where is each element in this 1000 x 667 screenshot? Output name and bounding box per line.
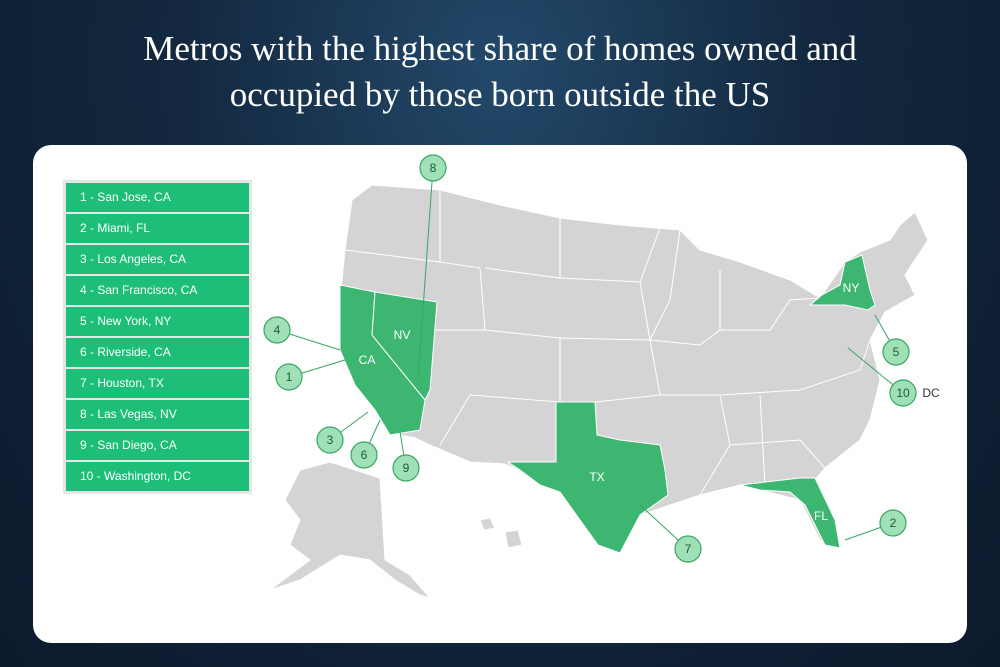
alaska [269,461,432,599]
dc-label: DC [922,386,940,400]
marker-number: 7 [685,542,692,556]
marker-number: 5 [893,345,900,359]
leader-line [417,167,434,381]
legend-item: 6 - Riverside, CA [66,338,249,367]
state-ny [808,254,876,311]
legend: 1 - San Jose, CA 2 - Miami, FL 3 - Los Ang… [63,180,252,494]
state-label: FL [814,509,828,523]
border [559,337,661,403]
legend-item: 2 - Miami, FL [66,214,249,243]
legend-item: 10 - Washington, DC [66,462,249,491]
state-fl [739,477,841,549]
marker [419,154,447,182]
title-line: Metros with the highest share of homes o… [143,29,857,68]
legend-item: 7 - Houston, TX [66,369,249,398]
hawaii [504,529,523,549]
border [660,394,731,496]
state-label: CA [359,353,376,367]
state-tx [506,401,669,554]
border [430,261,486,331]
marker [350,441,378,469]
state-label: NY [843,281,860,295]
legend-item: 4 - San Francisco, CA [66,276,249,305]
marker [263,316,291,344]
legend-item: 3 - Los Angeles, CA [66,245,249,274]
hawaii [479,517,496,531]
marker-number: 6 [361,448,368,462]
border [649,229,681,341]
marker-number: 2 [890,516,897,530]
border [720,297,821,331]
marker [674,535,702,563]
border [639,270,721,346]
state-nv [371,291,438,401]
marker [275,363,303,391]
marker [889,379,917,407]
marker-number: 8 [430,161,437,175]
border [719,339,871,396]
state-label: TX [589,470,604,484]
title-line: occupied by those born outside the US [229,75,771,114]
legend-item: 5 - New York, NY [66,307,249,336]
marker [392,454,420,482]
marker [316,426,344,454]
marker-number: 4 [274,323,281,337]
border [729,439,826,469]
marker-number: 9 [403,461,410,475]
state-label: NV [394,328,411,342]
marker [879,509,907,537]
legend-item: 9 - San Diego, CA [66,431,249,460]
title: Metros with the highest share of homes o… [0,26,1000,118]
legend-item: 8 - Las Vegas, NV [66,400,249,429]
border [759,394,766,486]
marker-number: 1 [286,370,293,384]
marker [882,338,910,366]
legend-item: 1 - San Jose, CA [66,183,249,212]
marker-number: 10 [896,386,910,400]
marker-number: 3 [327,433,334,447]
